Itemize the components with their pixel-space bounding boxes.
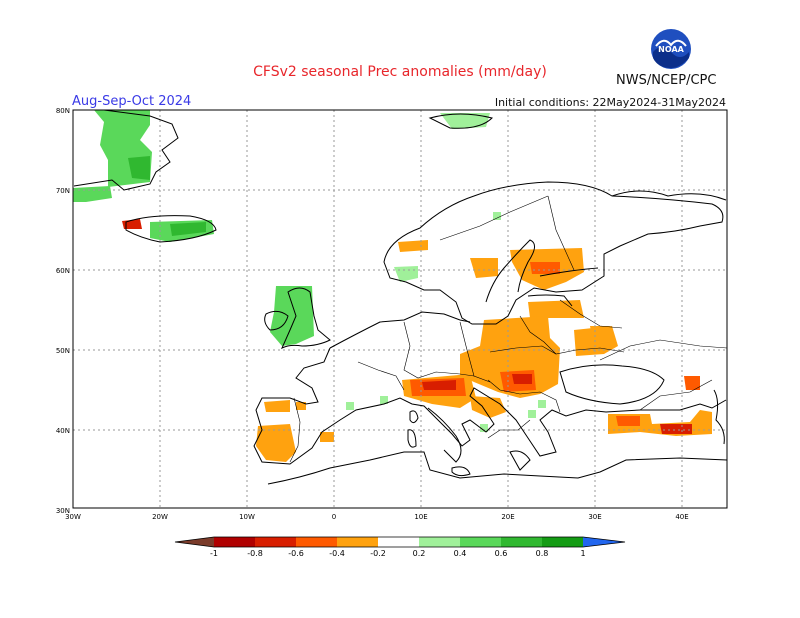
legend-bin-5 bbox=[378, 537, 419, 547]
coastlines bbox=[73, 109, 728, 485]
longitude-label: 30E bbox=[588, 513, 601, 521]
legend-label: 0.4 bbox=[454, 549, 467, 558]
latitude-label: 80N bbox=[56, 107, 70, 115]
legend-bin-2 bbox=[255, 537, 296, 547]
legend-bin-9 bbox=[542, 537, 583, 547]
longitude-labels: 30W 20W 10W 0 10E 20E 30E 40E bbox=[65, 513, 689, 521]
legend-bin-6 bbox=[419, 537, 460, 547]
positive-anomaly-british-isles bbox=[270, 286, 314, 346]
country-borders bbox=[289, 195, 728, 463]
legend-label: 0.8 bbox=[536, 549, 549, 558]
legend-label: 0.6 bbox=[495, 549, 508, 558]
legend-below-min bbox=[175, 537, 214, 547]
legend-label: -1 bbox=[210, 549, 218, 558]
legend-bin-7 bbox=[460, 537, 501, 547]
forecast-period: Aug-Sep-Oct 2024 bbox=[72, 94, 192, 109]
latitude-label: 30N bbox=[56, 507, 70, 515]
agency-label: NWS/NCEP/CPC bbox=[616, 73, 717, 88]
initial-conditions: Initial conditions: 22May2024-31May2024 bbox=[494, 96, 726, 109]
legend-labels: -1 -0.8 -0.6 -0.4 -0.2 0.2 0.4 0.6 0.8 1 bbox=[210, 549, 586, 558]
legend-bin-3 bbox=[296, 537, 337, 547]
longitude-label: 30W bbox=[65, 513, 81, 521]
map-frame bbox=[72, 109, 728, 509]
longitude-label: 40E bbox=[675, 513, 688, 521]
longitude-label: 0 bbox=[332, 513, 336, 521]
negative-anomaly-iberia bbox=[264, 400, 290, 412]
svg-text:NOAA: NOAA bbox=[658, 45, 684, 54]
latitude-label: 60N bbox=[56, 267, 70, 275]
legend-label: -0.4 bbox=[329, 549, 345, 558]
positive-anomaly-greenland-south bbox=[73, 186, 112, 202]
latitude-label: 40N bbox=[56, 427, 70, 435]
legend-bin-8 bbox=[501, 537, 542, 547]
longitude-label: 20W bbox=[152, 513, 168, 521]
legend-label: -0.2 bbox=[370, 549, 386, 558]
negative-anomaly-balkans bbox=[470, 396, 506, 418]
legend-above-max bbox=[583, 537, 625, 547]
latitude-label: 70N bbox=[56, 187, 70, 195]
graticule bbox=[73, 110, 727, 508]
negative-anomaly-norway bbox=[398, 240, 428, 252]
latitude-labels: 80N 70N 60N 50N 40N 30N bbox=[56, 107, 70, 515]
longitude-label: 10W bbox=[239, 513, 255, 521]
map-title: CFSv2 seasonal Prec anomalies (mm/day) bbox=[253, 64, 547, 80]
legend-label: -0.8 bbox=[247, 549, 263, 558]
longitude-label: 20E bbox=[501, 513, 514, 521]
positive-anomaly-svalbard bbox=[440, 113, 490, 129]
legend-bin-4 bbox=[337, 537, 378, 547]
latitude-label: 50N bbox=[56, 347, 70, 355]
noaa-logo: NOAA bbox=[650, 28, 692, 70]
legend-label: 0.2 bbox=[413, 549, 426, 558]
legend-label: -0.6 bbox=[288, 549, 304, 558]
legend-label: 1 bbox=[580, 549, 585, 558]
color-legend: -1 -0.8 -0.6 -0.4 -0.2 0.2 0.4 0.6 0.8 1 bbox=[174, 536, 626, 558]
legend-bin-1 bbox=[214, 537, 255, 547]
negative-anomaly-central-europe bbox=[460, 316, 560, 398]
longitude-label: 10E bbox=[414, 513, 427, 521]
